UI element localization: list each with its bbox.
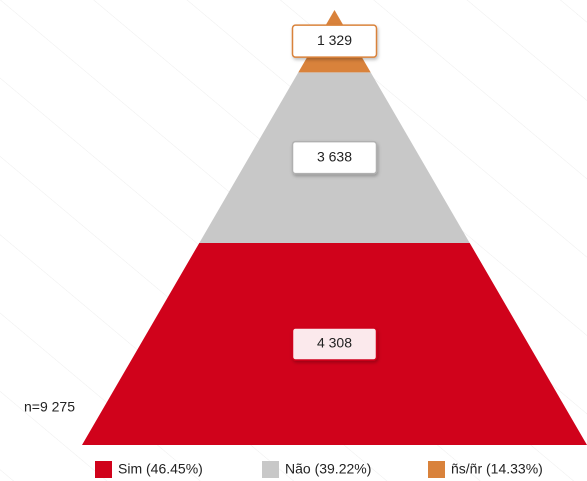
value-label-box <box>291 140 378 175</box>
legend-marker <box>428 461 445 478</box>
value-label: 1 329 <box>317 32 352 48</box>
legend-label: Sim (46.45%) <box>118 461 203 477</box>
value-label-box <box>291 24 378 58</box>
annotation: n=9 275 <box>24 399 75 415</box>
value-label-box <box>291 327 378 361</box>
legend-label: Não (39.22%) <box>285 461 371 477</box>
legend-marker <box>95 461 112 478</box>
legend-label: ñs/ñr (14.33%) <box>451 461 543 477</box>
value-label: 3 638 <box>317 148 352 164</box>
legend-marker <box>262 461 279 478</box>
value-label: 4 308 <box>317 335 352 351</box>
